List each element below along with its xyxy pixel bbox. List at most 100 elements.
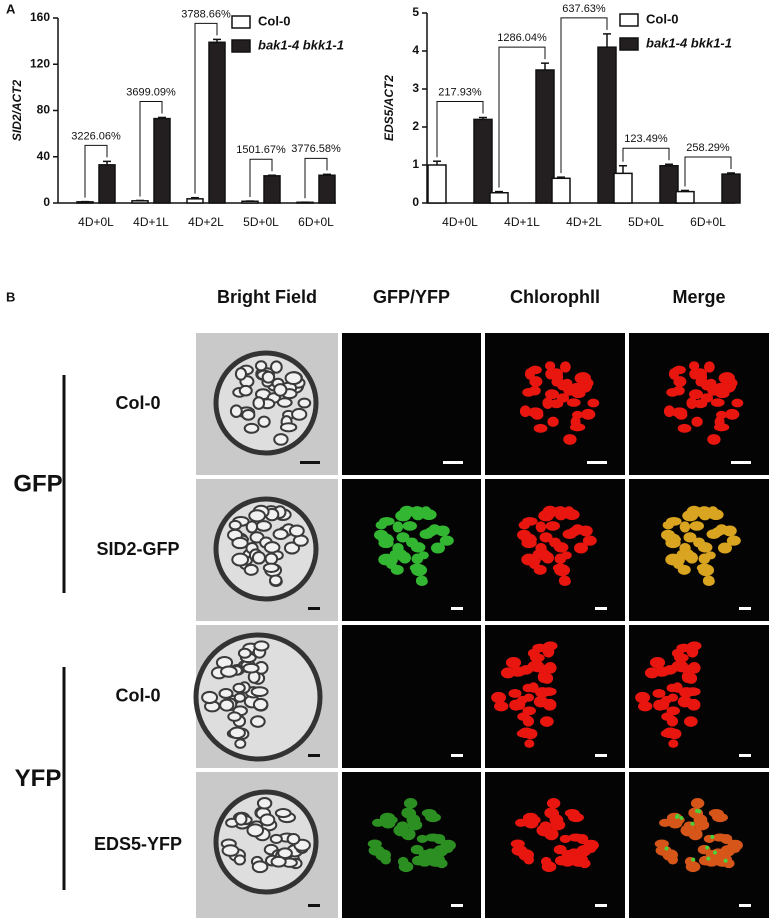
chloroplast	[523, 693, 535, 702]
chloroplast	[372, 818, 384, 827]
scale-bar	[308, 607, 320, 610]
legend-swatch	[231, 39, 251, 53]
bracket	[622, 147, 670, 162]
x-tick-label: 6D+0L	[298, 215, 334, 229]
chloroplast	[256, 797, 273, 810]
chloroplast	[421, 809, 437, 818]
chloroplast	[419, 529, 434, 540]
legend-label: Col-0	[258, 13, 291, 28]
image-bg	[342, 772, 481, 918]
annotation: 217.93%	[438, 86, 482, 98]
chloroplast	[491, 691, 507, 704]
chloroplast	[551, 371, 564, 383]
bracket	[498, 46, 546, 188]
chloroplast	[411, 508, 425, 521]
chloroplast	[273, 383, 288, 397]
chloroplast	[535, 521, 547, 533]
row-label: Col-0	[116, 393, 161, 413]
chloroplast	[663, 405, 675, 418]
bar	[427, 164, 447, 204]
chloroplast	[717, 542, 733, 554]
chloroplast	[662, 520, 674, 530]
bar	[473, 118, 493, 204]
chloroplast	[680, 824, 697, 837]
chloroplast	[435, 525, 450, 537]
micrograph	[193, 625, 338, 768]
chloroplast	[707, 384, 720, 396]
chloroplast	[542, 397, 554, 409]
chloroplast	[220, 665, 238, 678]
chloroplast	[510, 666, 526, 677]
chloroplast	[560, 361, 571, 373]
chloroplast	[368, 845, 385, 856]
chloroplast	[549, 399, 564, 409]
yfp-spot	[664, 846, 669, 851]
row-label: EDS5-YFP	[94, 834, 182, 854]
x-tick-label: 5D+0L	[243, 215, 279, 229]
x-tick-label: 4D+1L	[504, 215, 540, 229]
chloroplast	[693, 814, 708, 826]
bar	[263, 175, 281, 204]
chloroplast	[243, 422, 260, 434]
y-tick-label: 3	[412, 81, 419, 95]
bar	[98, 164, 116, 204]
group-label: YFP	[15, 765, 62, 792]
scale-bar	[300, 461, 320, 464]
chloroplast	[233, 692, 247, 703]
chloroplast	[430, 542, 446, 554]
yfp-spot	[713, 850, 718, 855]
chloroplast	[677, 423, 692, 433]
column-header: GFP/YFP	[373, 287, 450, 307]
annotation: 123.49%	[624, 133, 668, 145]
chloroplast	[221, 844, 240, 857]
yfp-spot	[697, 809, 702, 814]
chloroplast	[726, 535, 741, 546]
chloroplast	[583, 839, 599, 851]
yfp-spot	[690, 821, 695, 826]
chloroplast	[228, 519, 242, 531]
micrograph	[485, 479, 625, 621]
chloroplast	[381, 813, 393, 825]
chloroplast	[691, 416, 703, 427]
bar	[318, 174, 336, 204]
chloroplast	[668, 739, 679, 748]
chloroplast	[274, 808, 292, 819]
chloroplast	[519, 405, 531, 418]
chloroplast	[494, 701, 509, 712]
chloroplast	[276, 397, 293, 408]
chloroplast	[661, 529, 676, 541]
chloroplast	[677, 564, 691, 575]
chloroplast	[708, 809, 724, 818]
chloroplast	[676, 663, 692, 673]
chloroplast	[546, 798, 561, 809]
bar	[675, 190, 695, 204]
chloroplast	[706, 529, 721, 540]
chloroplast	[560, 856, 575, 867]
chloroplast	[524, 813, 536, 825]
chloroplast	[549, 814, 564, 826]
chloroplast	[662, 727, 678, 739]
chloroplast	[424, 848, 438, 859]
micrograph	[342, 333, 481, 475]
scale-bar	[595, 754, 607, 757]
chloroplast	[563, 384, 576, 396]
x-tick-label: 4D+2L	[188, 215, 224, 229]
micrograph	[342, 625, 481, 768]
chloroplast	[231, 536, 249, 550]
image-bg	[342, 333, 481, 475]
chloroplast	[666, 683, 678, 693]
bracket	[304, 157, 328, 199]
bar	[186, 198, 204, 204]
scale-bar	[739, 754, 751, 757]
chloroplast	[532, 663, 548, 673]
chloroplast	[696, 563, 712, 573]
chloroplast	[538, 510, 554, 522]
chloroplast	[587, 398, 600, 408]
chloroplast	[273, 433, 289, 446]
x-tick-label: 4D+2L	[566, 215, 602, 229]
chloroplast	[297, 397, 312, 409]
chloroplast	[248, 509, 266, 523]
legend-label: Col-0	[646, 11, 679, 26]
chloroplast	[688, 389, 704, 400]
